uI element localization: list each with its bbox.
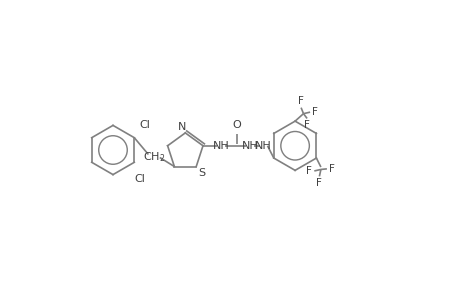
Text: NH: NH bbox=[212, 141, 229, 151]
Text: F: F bbox=[305, 166, 311, 176]
Text: F: F bbox=[312, 107, 318, 117]
Text: O: O bbox=[232, 120, 241, 130]
Text: CH$_2$: CH$_2$ bbox=[142, 151, 165, 164]
Text: Cl: Cl bbox=[140, 120, 150, 130]
Text: F: F bbox=[297, 96, 303, 106]
Text: F: F bbox=[303, 120, 309, 130]
Text: F: F bbox=[329, 164, 335, 174]
Text: NH: NH bbox=[255, 141, 271, 151]
Text: N: N bbox=[177, 122, 185, 132]
Text: S: S bbox=[198, 168, 205, 178]
Text: Cl: Cl bbox=[134, 174, 145, 184]
Text: NH: NH bbox=[241, 141, 258, 151]
Text: F: F bbox=[316, 178, 322, 188]
